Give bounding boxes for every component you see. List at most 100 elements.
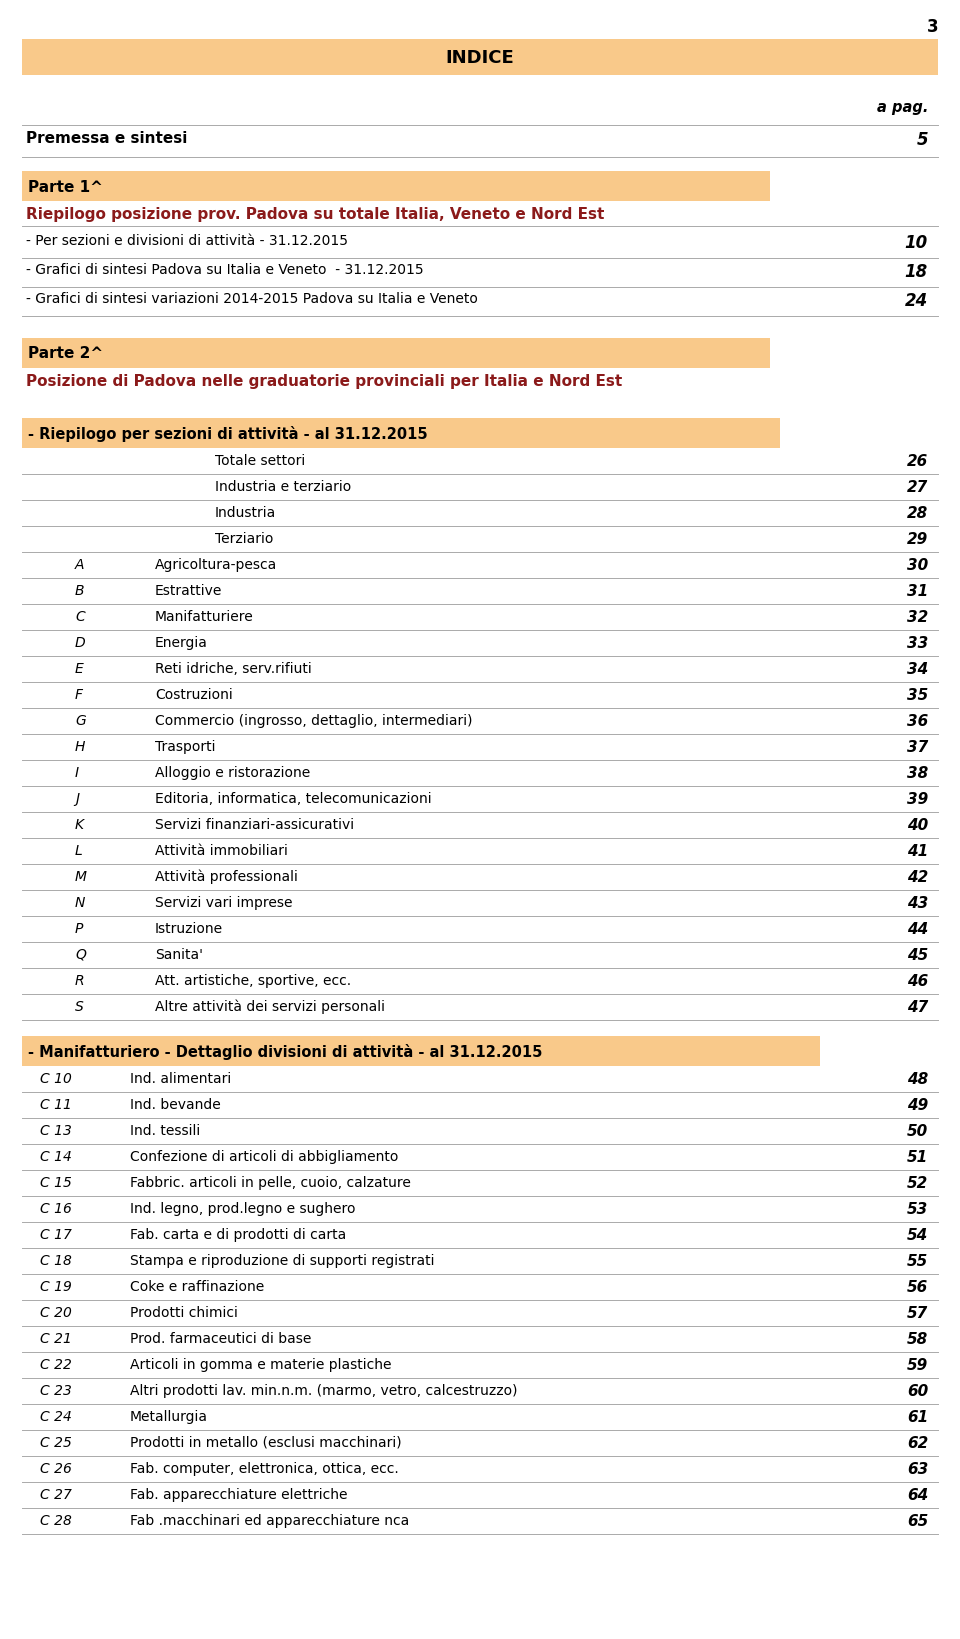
Text: C 13: C 13 [40,1123,72,1137]
Text: C 20: C 20 [40,1305,72,1319]
Text: C 10: C 10 [40,1072,72,1085]
Bar [22,418,780,449]
Text: 3: 3 [926,18,938,36]
Text: Posizione di Padova nelle graduatorie provinciali per Italia e Nord Est: Posizione di Padova nelle graduatorie pr… [26,374,622,388]
Text: 36: 36 [907,713,928,729]
Text: C 11: C 11 [40,1098,72,1111]
Text: C 26: C 26 [40,1460,72,1475]
Text: A: A [75,557,84,572]
Text: Riepilogo posizione prov. Padova su totale Italia, Veneto e Nord Est: Riepilogo posizione prov. Padova su tota… [26,207,605,221]
Text: - Riepilogo per sezioni di attività - al 31.12.2015: - Riepilogo per sezioni di attività - al… [28,426,427,443]
Text: Ind. bevande: Ind. bevande [130,1098,221,1111]
Text: J: J [75,792,79,805]
Text: Stampa e riproduzione di supporti registrati: Stampa e riproduzione di supporti regist… [130,1254,435,1267]
Text: Altre attività dei servizi personali: Altre attività dei servizi personali [155,1000,385,1015]
Text: D: D [75,636,85,649]
Text: 59: 59 [907,1357,928,1372]
Text: N: N [75,895,85,910]
Text: Sanita': Sanita' [155,947,203,962]
Text: Parte 2^: Parte 2^ [28,346,103,361]
Text: Servizi finanziari-assicurativi: Servizi finanziari-assicurativi [155,818,354,831]
Text: 18: 18 [904,262,928,280]
Text: 46: 46 [907,974,928,988]
Bar [22,172,770,202]
Text: Confezione di articoli di abbigliamento: Confezione di articoli di abbigliamento [130,1149,398,1164]
Text: 62: 62 [907,1436,928,1451]
Text: Fab. apparecchiature elettriche: Fab. apparecchiature elettriche [130,1487,348,1501]
Text: Manifatturiere: Manifatturiere [155,610,253,623]
Text: Coke e raffinazione: Coke e raffinazione [130,1278,264,1293]
Text: 51: 51 [907,1149,928,1164]
Text: 29: 29 [907,531,928,547]
Text: P: P [75,921,84,936]
Text: C 17: C 17 [40,1228,72,1241]
Text: Fab. carta e di prodotti di carta: Fab. carta e di prodotti di carta [130,1228,347,1241]
Text: 53: 53 [907,1201,928,1216]
Text: 60: 60 [907,1383,928,1398]
Text: Istruzione: Istruzione [155,921,223,936]
Text: E: E [75,662,84,675]
Text: Fabbric. articoli in pelle, cuoio, calzature: Fabbric. articoli in pelle, cuoio, calza… [130,1175,411,1190]
Text: 24: 24 [904,292,928,310]
Text: 40: 40 [907,818,928,833]
Text: C 18: C 18 [40,1254,72,1267]
Text: Prod. farmaceutici di base: Prod. farmaceutici di base [130,1331,311,1346]
Text: C 21: C 21 [40,1331,72,1346]
Text: 55: 55 [907,1254,928,1269]
Text: Totale settori: Totale settori [215,454,305,467]
Text: - Grafici di sintesi Padova su Italia e Veneto  - 31.12.2015: - Grafici di sintesi Padova su Italia e … [26,262,423,277]
Text: 58: 58 [907,1331,928,1346]
Text: Alloggio e ristorazione: Alloggio e ristorazione [155,765,310,780]
Text: I: I [75,765,79,780]
Text: 64: 64 [907,1487,928,1501]
Text: Attività professionali: Attività professionali [155,869,298,883]
Text: Prodotti chimici: Prodotti chimici [130,1305,238,1319]
Text: 43: 43 [907,895,928,910]
Text: 41: 41 [907,844,928,859]
Text: Energia: Energia [155,636,208,649]
Text: 44: 44 [907,921,928,936]
Bar [22,39,938,75]
Text: C 22: C 22 [40,1357,72,1372]
Text: 52: 52 [907,1175,928,1190]
Text: 42: 42 [907,869,928,885]
Text: Q: Q [75,947,85,962]
Text: 34: 34 [907,662,928,677]
Text: Estrattive: Estrattive [155,583,223,598]
Text: Ind. legno, prod.legno e sughero: Ind. legno, prod.legno e sughero [130,1201,355,1214]
Text: 57: 57 [907,1305,928,1319]
Text: Altri prodotti lav. min.n.m. (marmo, vetro, calcestruzzo): Altri prodotti lav. min.n.m. (marmo, vet… [130,1383,517,1396]
Text: S: S [75,1000,84,1013]
Text: 32: 32 [907,610,928,624]
Text: - Per sezioni e divisioni di attività - 31.12.2015: - Per sezioni e divisioni di attività - … [26,234,348,247]
Text: C 16: C 16 [40,1201,72,1214]
Text: C 19: C 19 [40,1278,72,1293]
Bar [22,339,770,369]
Text: 63: 63 [907,1460,928,1477]
Text: 10: 10 [904,234,928,252]
Text: C 15: C 15 [40,1175,72,1190]
Text: L: L [75,844,83,857]
Text: 33: 33 [907,636,928,651]
Text: INDICE: INDICE [445,49,515,67]
Text: 28: 28 [907,506,928,521]
Text: 30: 30 [907,557,928,572]
Text: Reti idriche, serv.rifiuti: Reti idriche, serv.rifiuti [155,662,312,675]
Text: 45: 45 [907,947,928,962]
Text: 56: 56 [907,1278,928,1295]
Text: Premessa e sintesi: Premessa e sintesi [26,131,187,146]
Text: Fab .macchinari ed apparecchiature nca: Fab .macchinari ed apparecchiature nca [130,1513,409,1528]
Text: C 14: C 14 [40,1149,72,1164]
Text: 37: 37 [907,739,928,754]
Text: Att. artistiche, sportive, ecc.: Att. artistiche, sportive, ecc. [155,974,351,987]
Text: 61: 61 [907,1410,928,1424]
Text: 26: 26 [907,454,928,469]
Text: Trasporti: Trasporti [155,739,215,754]
Text: Agricoltura-pesca: Agricoltura-pesca [155,557,277,572]
Text: G: G [75,713,85,728]
Text: R: R [75,974,84,987]
Text: Metallurgia: Metallurgia [130,1410,208,1423]
Text: 35: 35 [907,688,928,703]
Text: M: M [75,869,87,883]
Text: Prodotti in metallo (esclusi macchinari): Prodotti in metallo (esclusi macchinari) [130,1436,401,1449]
